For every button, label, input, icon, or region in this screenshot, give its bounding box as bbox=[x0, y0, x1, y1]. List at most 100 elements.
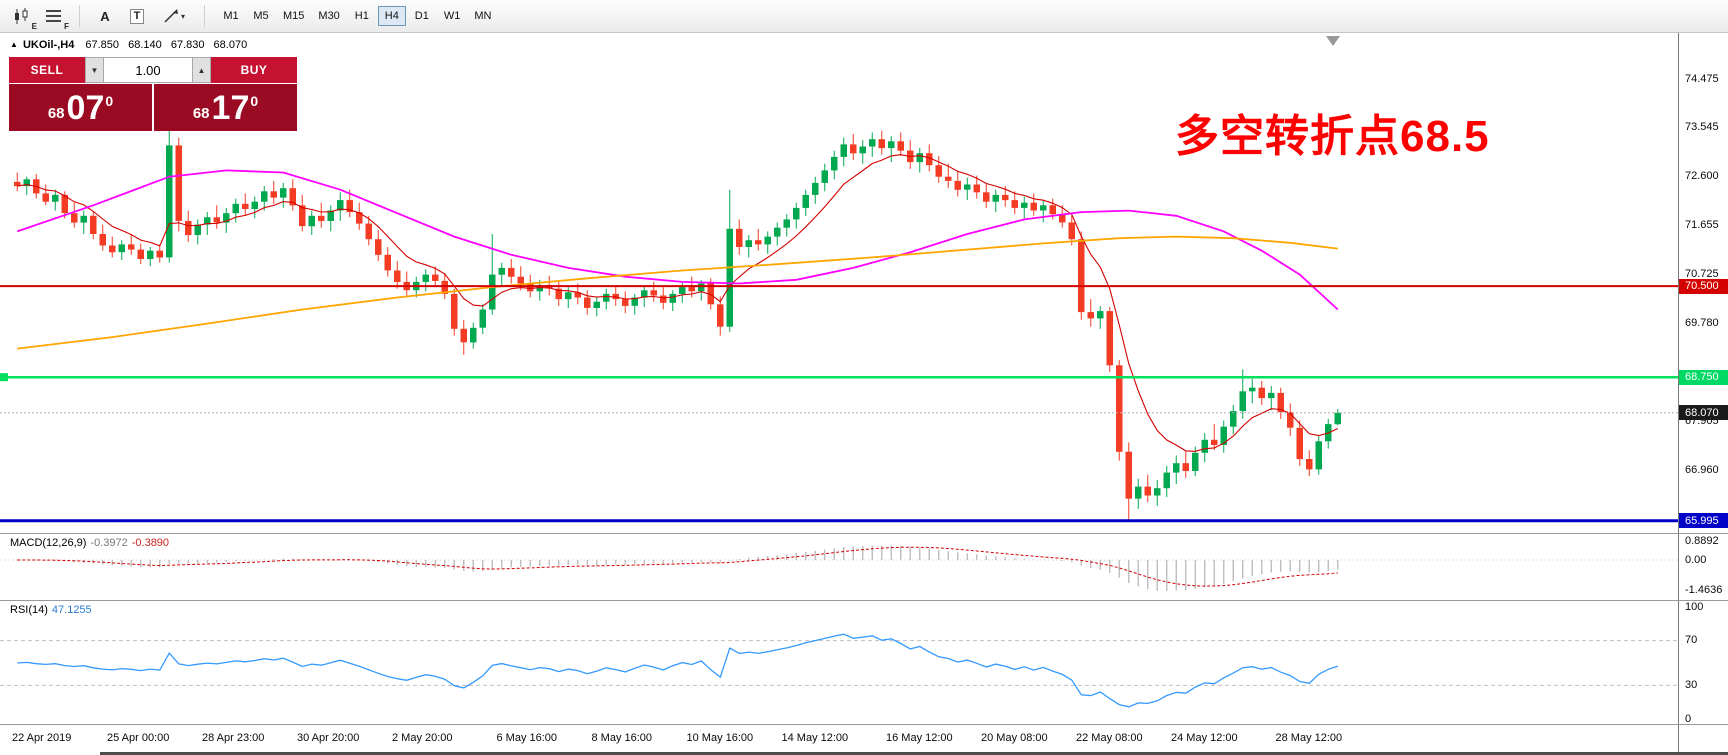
time-tick-label: 20 May 08:00 bbox=[981, 732, 1048, 744]
buy-price-display[interactable]: 68 17 0 bbox=[154, 84, 297, 131]
timeframe-buttons: M1 M5 M15 M30 H1 H4 D1 W1 MN bbox=[216, 6, 498, 26]
rsi-title: RSI(14) bbox=[10, 604, 48, 616]
ma-magenta-line bbox=[17, 169, 1339, 311]
main-toolbar: E F A T ▾ M1 M5 M15 M30 H1 H4 D1 W1 MN bbox=[0, 0, 1728, 33]
ma-orange-line bbox=[17, 235, 1338, 350]
chart-shift-marker-icon[interactable] bbox=[1326, 36, 1340, 46]
macd-axis-label: -1.4636 bbox=[1685, 584, 1723, 597]
macd-title: MACD(12,26,9) bbox=[10, 537, 87, 549]
line-anchor-marker[interactable] bbox=[0, 373, 8, 382]
timeframe-button-H1[interactable]: H1 bbox=[348, 6, 376, 26]
rsi-axis-label: 30 bbox=[1685, 678, 1698, 691]
textbox-tool-icon[interactable]: T bbox=[123, 3, 151, 29]
ma-fast-line bbox=[17, 154, 1339, 452]
buy-price-sup: 0 bbox=[250, 92, 259, 109]
icon-badge: E bbox=[31, 22, 37, 31]
macd-signal-line bbox=[17, 546, 1338, 587]
macd-histogram bbox=[26, 545, 1339, 591]
timeframe-button-M30[interactable]: M30 bbox=[312, 6, 345, 26]
time-tick-label: 28 May 12:00 bbox=[1275, 732, 1343, 744]
text-tool-label: A bbox=[100, 8, 110, 24]
icon-badge: F bbox=[64, 22, 69, 31]
price-tick: 69.780 bbox=[1685, 317, 1719, 330]
sell-price-big: 07 bbox=[66, 88, 105, 127]
macd-panel-divider[interactable] bbox=[0, 533, 1728, 534]
toolbar-separator bbox=[204, 5, 205, 27]
timeframe-button-H4[interactable]: H4 bbox=[377, 6, 406, 26]
time-tick-label: 8 May 16:00 bbox=[591, 732, 653, 744]
buy-button[interactable]: BUY bbox=[211, 57, 297, 83]
rsi-line bbox=[17, 633, 1339, 708]
time-tick-label: 6 May 16:00 bbox=[496, 732, 558, 744]
time-tick-label: 24 May 12:00 bbox=[1171, 732, 1238, 744]
timeframe-button-M15[interactable]: M15 bbox=[277, 6, 310, 26]
time-tick-label: 22 Apr 2019 bbox=[12, 732, 72, 744]
rsi-indicator-label: RSI(14) 47.1255 bbox=[10, 604, 92, 616]
sell-price-base: 68 bbox=[47, 105, 65, 122]
toolbar-separator bbox=[79, 5, 80, 27]
price-tick: 74.475 bbox=[1685, 72, 1719, 85]
macd-axis-label: 0.00 bbox=[1685, 553, 1707, 566]
price-badge-current: 68.070 bbox=[1679, 405, 1728, 421]
time-axis-divider bbox=[0, 724, 1728, 725]
rsi-axis-label: 70 bbox=[1685, 634, 1698, 647]
volume-dropdown-button[interactable]: ▼ bbox=[85, 57, 104, 83]
background-window-edge bbox=[100, 752, 1728, 755]
collapse-marker-icon[interactable]: ▲ bbox=[10, 40, 18, 49]
sell-button[interactable]: SELL bbox=[9, 57, 85, 83]
timeframe-button-MN[interactable]: MN bbox=[468, 6, 497, 26]
price-badge-resistance: 70.500 bbox=[1679, 278, 1728, 294]
chart-plot bbox=[0, 36, 1678, 708]
time-tick-label: 30 Apr 20:00 bbox=[297, 732, 360, 744]
price-badge-low: 65.995 bbox=[1679, 513, 1728, 529]
price-tick: 73.545 bbox=[1685, 120, 1719, 133]
time-tick-label: 2 May 20:00 bbox=[392, 732, 453, 744]
macd-indicator-label: MACD(12,26,9) -0.3972 -0.3890 bbox=[10, 537, 169, 549]
one-click-trading-panel: SELL ▼ 1.00 ▲ BUY 68 07 0 68 17 0 bbox=[9, 57, 297, 131]
ohlc-low: 67.830 bbox=[170, 39, 205, 51]
candlestick-chart-icon[interactable]: E bbox=[8, 3, 37, 31]
buy-price-base: 68 bbox=[192, 105, 210, 122]
symbol-header: ▲ UKOil-,H4 67.850 68.140 67.830 68.070 bbox=[10, 39, 253, 51]
price-badge-support: 68.750 bbox=[1679, 369, 1728, 385]
timeframe-button-W1[interactable]: W1 bbox=[438, 6, 467, 26]
macd-axis-label: 0.8892 bbox=[1685, 534, 1719, 547]
chart-annotation-text: 多空转折点68.5 bbox=[1175, 112, 1490, 161]
price-tick: 72.600 bbox=[1685, 170, 1719, 183]
volume-up-button[interactable]: ▲ bbox=[192, 57, 211, 83]
rsi-panel-divider[interactable] bbox=[0, 600, 1728, 601]
volume-input[interactable]: 1.00 bbox=[104, 57, 192, 83]
time-tick-label: 16 May 12:00 bbox=[886, 732, 953, 744]
price-axis: 74.475 73.545 72.600 71.655 70.725 69.780 67.9… bbox=[1678, 0, 1728, 755]
timeframe-button-D1[interactable]: D1 bbox=[408, 6, 436, 26]
textbox-tool-label: T bbox=[129, 8, 145, 24]
time-tick-label: 14 May 12:00 bbox=[781, 732, 849, 744]
timeframe-button-M5[interactable]: M5 bbox=[247, 6, 275, 26]
indicators-list-icon[interactable]: F bbox=[40, 3, 69, 31]
price-tick: 71.655 bbox=[1685, 219, 1719, 232]
macd-main-value: -0.3972 bbox=[90, 537, 128, 549]
macd-signal-value: -0.3890 bbox=[131, 537, 170, 549]
candles bbox=[14, 129, 1341, 521]
time-tick-label: 22 May 08:00 bbox=[1076, 732, 1143, 744]
sell-price-sup: 0 bbox=[105, 92, 114, 109]
text-tool-icon[interactable]: A bbox=[91, 3, 119, 29]
timeframe-button-M1[interactable]: M1 bbox=[217, 6, 245, 26]
time-tick-label: 25 Apr 00:00 bbox=[107, 732, 170, 744]
ohlc-open: 67.850 bbox=[85, 39, 120, 51]
time-tick-label: 10 May 16:00 bbox=[686, 732, 754, 744]
draw-line-tool-icon[interactable]: ▾ bbox=[155, 3, 193, 29]
time-tick-label: 28 Apr 23:00 bbox=[202, 732, 265, 744]
time-axis: 22 Apr 2019 25 Apr 00:00 28 Apr 23:00 30 Ap… bbox=[0, 725, 1678, 752]
buy-price-big: 17 bbox=[211, 88, 250, 127]
ohlc-high: 68.140 bbox=[128, 39, 162, 51]
sell-price-display[interactable]: 68 07 0 bbox=[9, 84, 152, 131]
symbol-name: UKOil-,H4 bbox=[22, 39, 75, 51]
rsi-value: 47.1255 bbox=[51, 604, 92, 616]
rsi-axis-label: 100 bbox=[1685, 600, 1704, 613]
price-tick: 70.725 bbox=[1685, 267, 1719, 280]
dropdown-caret-icon[interactable]: ▾ bbox=[180, 11, 185, 21]
ohlc-close: 68.070 bbox=[213, 39, 248, 51]
rsi-axis-label: 0 bbox=[1685, 712, 1692, 725]
price-tick: 66.960 bbox=[1685, 463, 1719, 476]
